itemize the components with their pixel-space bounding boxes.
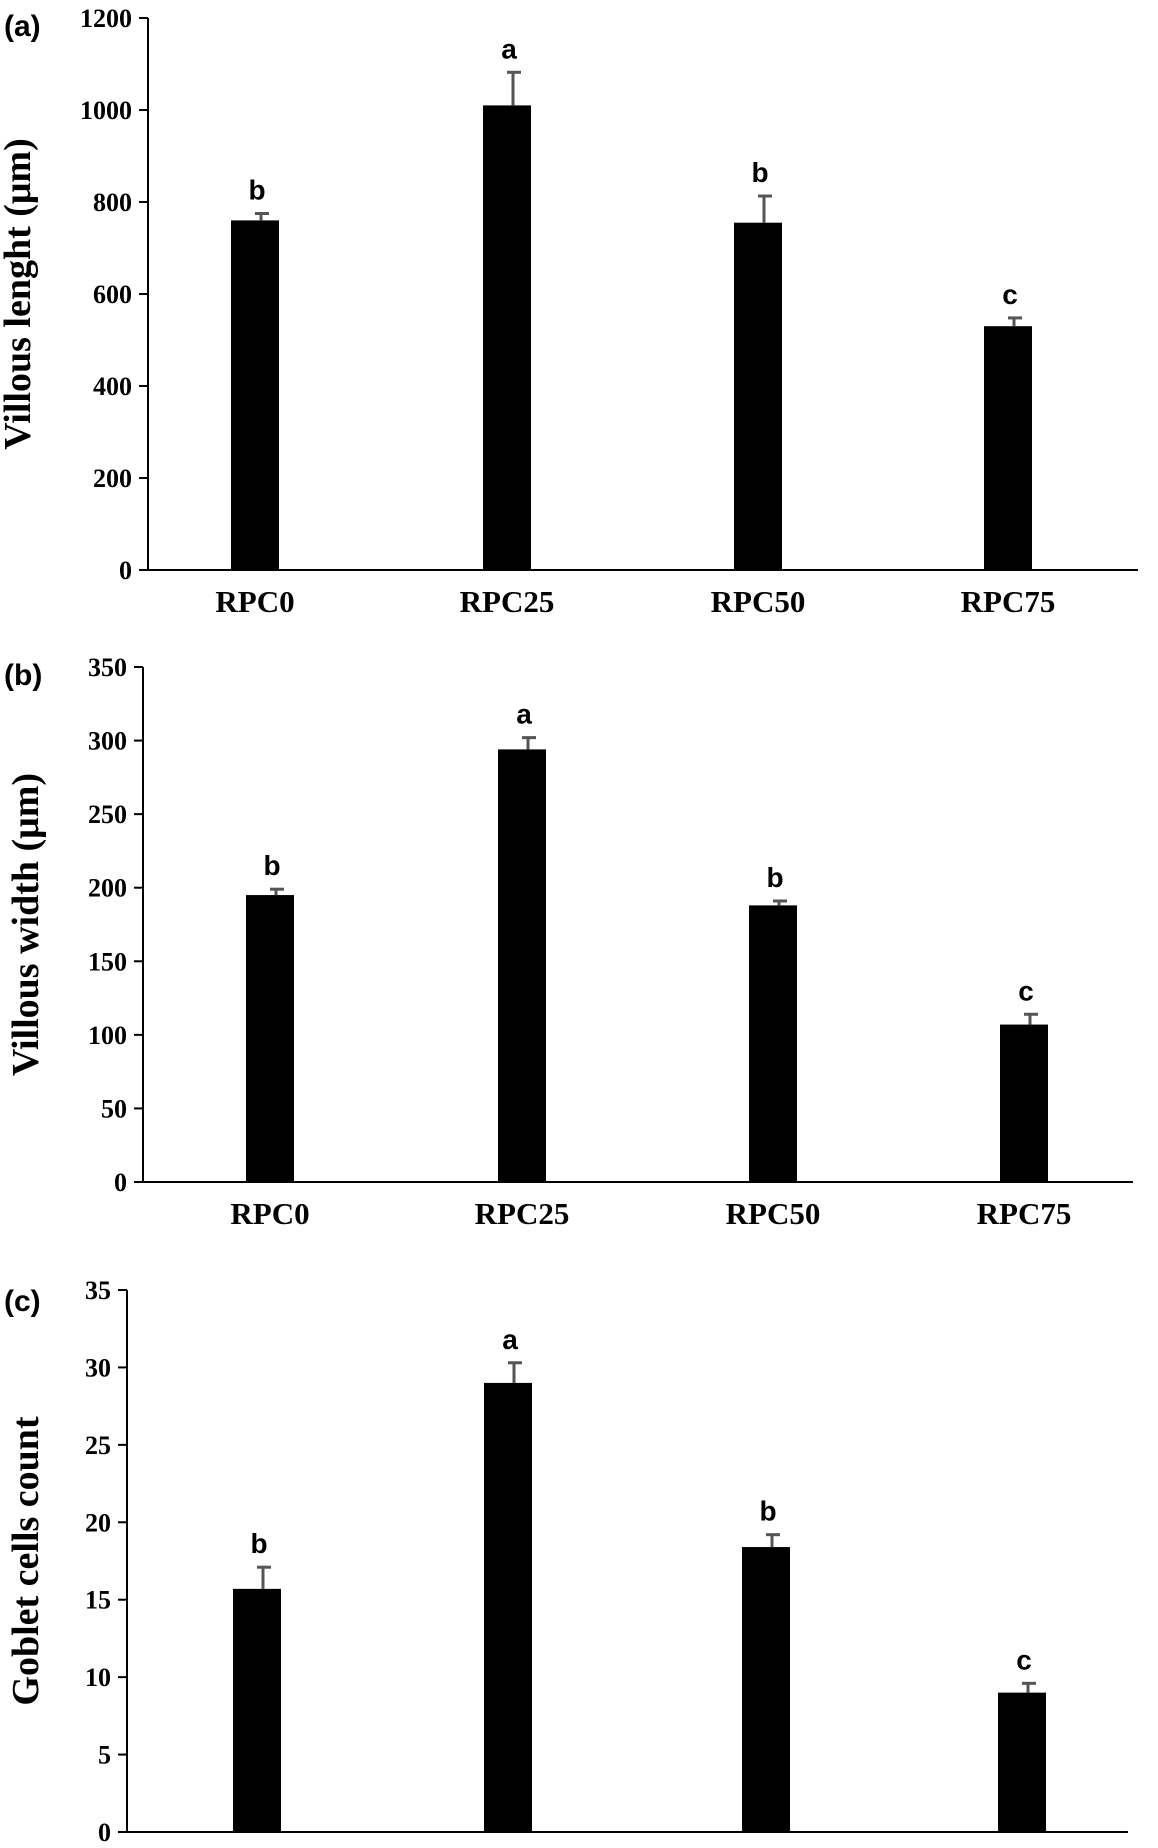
x-tick-label: RPC0 (215, 584, 294, 619)
bar (998, 1692, 1046, 1832)
x-tick-label: RPC75 (977, 1196, 1072, 1231)
significance-letter: a (501, 33, 517, 64)
significance-letter: c (1018, 975, 1034, 1006)
y-tick-label: 0 (119, 556, 132, 585)
y-tick-label: 35 (85, 1276, 111, 1305)
y-tick-label: 150 (88, 947, 127, 976)
y-tick-label: 100 (88, 1021, 127, 1050)
significance-letter: b (263, 850, 280, 881)
significance-letter: b (766, 862, 783, 893)
bar (483, 105, 531, 571)
y-tick-label: 10 (85, 1663, 111, 1692)
x-tick-label: RPC50 (711, 584, 806, 619)
y-tick-label: 1000 (80, 96, 132, 125)
x-tick-label: RPC0 (230, 1196, 309, 1231)
x-tick-label: RPC50 (726, 1196, 821, 1231)
chart-panel-1: (a) 0 200 400 600 800 1000 1200 Villous lenght (… (0, 4, 1138, 619)
significance-letter: a (502, 1324, 518, 1355)
bar (231, 220, 279, 570)
significance-letter: b (250, 1528, 267, 1559)
x-tick-label: RPC75 (961, 584, 1056, 619)
x-tick-label: RPC25 (460, 584, 555, 619)
y-axis-title: Goblet cells count (5, 1416, 47, 1706)
y-axis-title: Villous lenght (μm) (0, 138, 39, 449)
bar (484, 1382, 532, 1832)
bar (749, 905, 797, 1182)
y-tick-label: 1200 (80, 4, 132, 33)
chart-panel-2: (b) 0 50 100 150 200 250 300 350 Villous width (μ… (4, 653, 1133, 1231)
y-tick-label: 200 (93, 464, 132, 493)
bar (246, 895, 294, 1182)
y-tick-label: 25 (85, 1431, 111, 1460)
y-axis-title: Villous width (μm) (5, 773, 47, 1076)
x-tick-label: RPC25 (475, 1196, 570, 1231)
bar (233, 1588, 281, 1832)
y-tick-label: 50 (101, 1094, 127, 1123)
significance-letter: c (1016, 1644, 1032, 1675)
x-tick-label: RPC0 (217, 1846, 296, 1848)
bar (984, 326, 1032, 570)
y-tick-label: 250 (88, 800, 127, 829)
x-tick-label: RPC25 (461, 1846, 556, 1848)
y-tick-label: 15 (85, 1586, 111, 1615)
y-tick-label: 300 (88, 727, 127, 756)
significance-letter: b (248, 175, 265, 206)
bar (734, 222, 782, 570)
significance-letter: b (759, 1496, 776, 1527)
panel-label: (a) (4, 10, 41, 43)
x-tick-label: RPC50 (719, 1846, 814, 1848)
y-tick-label: 0 (114, 1168, 127, 1197)
bar (742, 1547, 790, 1832)
significance-letter: a (516, 699, 532, 730)
x-tick-label: RPC75 (975, 1846, 1070, 1848)
y-tick-label: 20 (85, 1508, 111, 1537)
significance-letter: b (751, 157, 768, 188)
y-tick-label: 5 (98, 1741, 111, 1770)
y-tick-label: 30 (85, 1353, 111, 1382)
bar (498, 749, 546, 1182)
panel-label: (b) (4, 659, 42, 692)
y-tick-label: 800 (93, 188, 132, 217)
y-tick-label: 200 (88, 874, 127, 903)
y-tick-label: 400 (93, 372, 132, 401)
y-tick-label: 0 (98, 1818, 111, 1847)
y-tick-label: 350 (88, 653, 127, 682)
significance-letter: c (1002, 279, 1018, 310)
chart-panel-3: (c) 0 5 10 15 20 25 30 35 Goblet cells count b RPC0… (4, 1276, 1128, 1848)
y-tick-label: 600 (93, 280, 132, 309)
panel-label: (c) (4, 1285, 41, 1318)
bar (1000, 1024, 1048, 1182)
